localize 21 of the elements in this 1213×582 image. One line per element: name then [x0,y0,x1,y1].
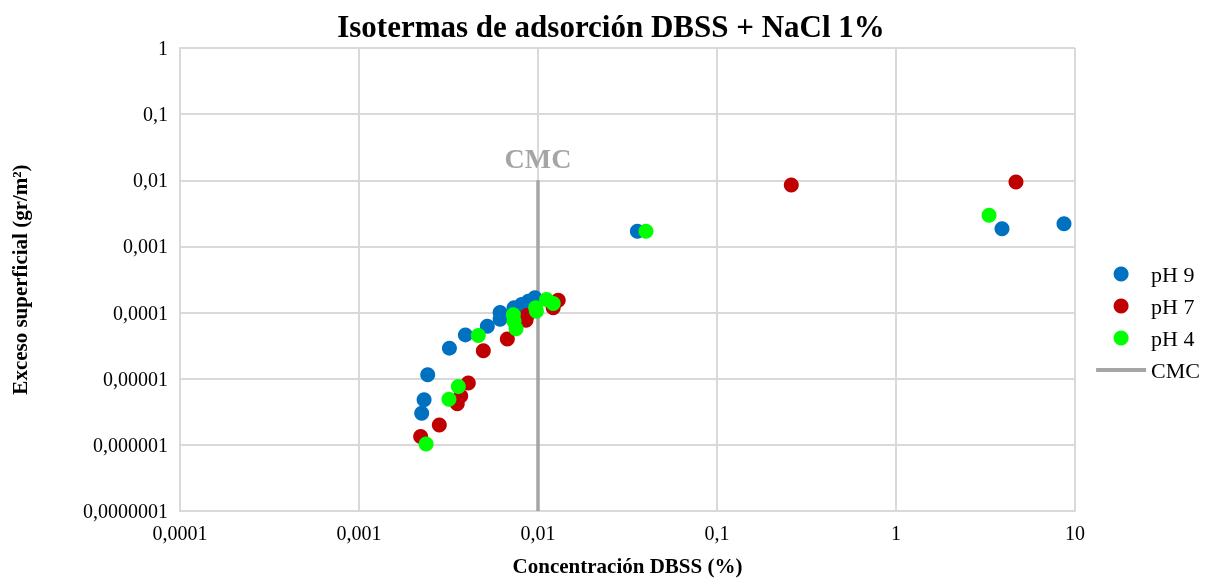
y-tick-label: 1 [158,37,168,59]
legend-label: pH 7 [1151,293,1195,319]
x-tick-label: 1 [891,522,901,544]
chart-title: Isotermas de adsorción DBSS + NaCl 1% [337,9,885,44]
annotation: CMC [504,142,572,174]
y-axis-title: Exceso superficial (gr/m²) [7,164,32,395]
y-tick-label: 0,0000001 [83,500,168,522]
y-tick-label: 0,001 [123,235,168,258]
x-axis-title: Concentración DBSS (%) [512,553,743,578]
y-tick-label: 0,000001 [93,433,168,456]
legend-label: pH 4 [1151,325,1195,351]
x-tick-label: 10 [1065,522,1085,544]
legend-label: CMC [1151,357,1201,383]
y-tick-label: 0,01 [133,169,168,192]
legend-label: pH 9 [1151,261,1195,287]
x-tick-label: 0,1 [704,522,730,544]
y-tick-label: 0,00001 [103,367,168,390]
y-tick-label: 0,1 [143,103,168,126]
x-tick-label: 0,001 [336,522,382,544]
y-tick-label: 0,0001 [113,301,168,324]
x-tick-label: 0,01 [520,522,556,544]
